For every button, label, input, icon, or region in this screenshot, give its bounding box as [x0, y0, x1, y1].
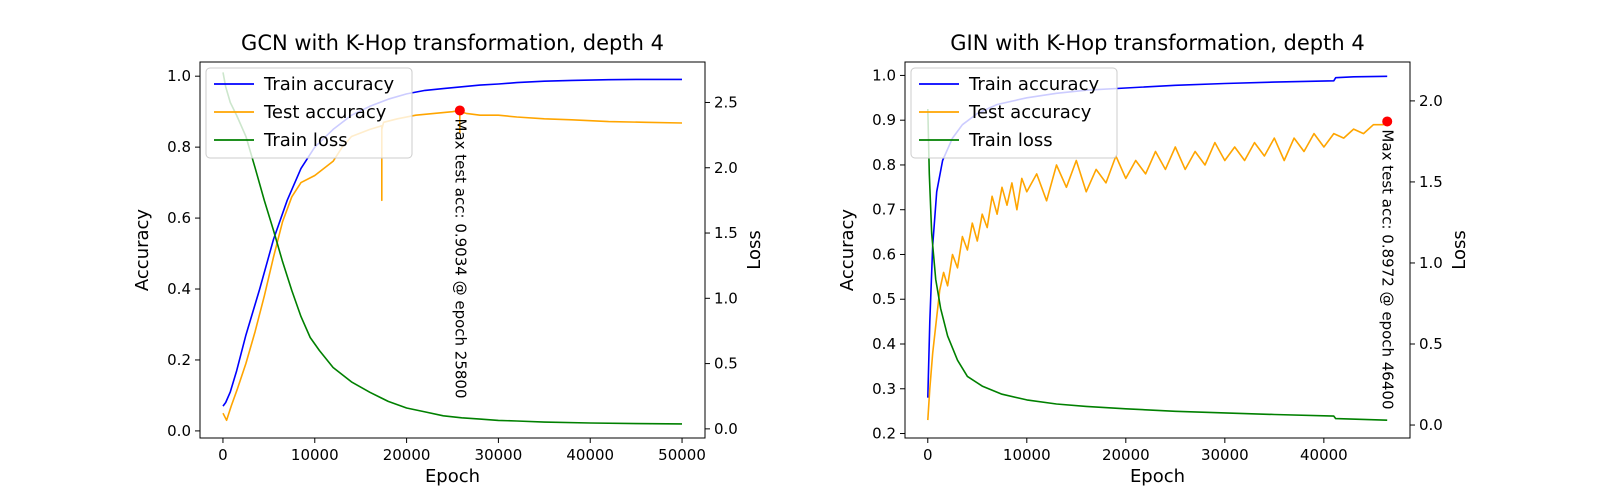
plot-frame — [904, 61, 1411, 439]
gcn-chart-panel: Max test acc: 0.9034 @ epoch 25800 0 10000… — [132, 31, 765, 487]
y-axis-label: Accuracy — [837, 209, 858, 292]
y-tick-label: 0.0 — [167, 422, 191, 440]
y-tick-label: 0.7 — [872, 201, 896, 219]
y-tick-label: 0.4 — [872, 335, 896, 353]
y2-axis-label: Loss — [744, 230, 765, 269]
y-tick-label: 0.2 — [167, 351, 191, 369]
y2-tick-label: 0.0 — [1419, 416, 1443, 434]
y-tick-label: 0.3 — [872, 380, 896, 398]
x-tick-label: 0 — [218, 446, 228, 464]
y-tick-label: 1.0 — [167, 67, 191, 85]
chart-title: GIN with K-Hop transformation, depth 4 — [950, 31, 1364, 55]
x-tick-label: 20000 — [383, 446, 431, 464]
x-axis-label: Epoch — [425, 466, 480, 487]
plot-frame — [199, 61, 706, 439]
y-tick-label: 1.0 — [872, 66, 896, 84]
y2-axis-label: Loss — [1449, 230, 1470, 269]
x-tick-label: 40000 — [566, 446, 614, 464]
y2-tick-label: 1.0 — [714, 289, 738, 307]
y2-tick-label: 2.0 — [1419, 92, 1443, 110]
y2-tick-label: 2.5 — [714, 93, 738, 111]
y-tick-label: 0.5 — [872, 290, 896, 308]
legend-label: Train accuracy — [968, 74, 1099, 95]
x-axis-label: Epoch — [1130, 466, 1185, 487]
legend-label: Train accuracy — [263, 74, 394, 95]
y2-tick-label: 1.0 — [1419, 254, 1443, 272]
x-tick-label: 40000 — [1300, 446, 1348, 464]
y2-tick-label: 0.5 — [714, 355, 738, 373]
x-tick-label: 30000 — [1201, 446, 1249, 464]
y2-tick-label: 0.5 — [1419, 335, 1443, 353]
y2-tick-label: 1.5 — [1419, 173, 1443, 191]
y2-tick-label: 0.0 — [714, 420, 738, 438]
series-line-train-loss — [927, 108, 1388, 421]
legend-box — [205, 67, 413, 159]
x-tick-label: 50000 — [658, 446, 706, 464]
y-tick-label: 0.4 — [167, 280, 191, 298]
y-tick-label: 0.6 — [872, 245, 896, 263]
y-tick-label: 0.8 — [167, 138, 191, 156]
x-tick-label: 30000 — [475, 446, 523, 464]
x-tick-label: 0 — [923, 446, 933, 464]
y2-tick-label: 2.0 — [714, 159, 738, 177]
x-tick-label: 10000 — [291, 446, 339, 464]
max-test-accuracy-marker — [454, 105, 465, 116]
chart-title: GCN with K-Hop transformation, depth 4 — [241, 31, 664, 55]
y2-tick-label: 1.5 — [714, 224, 738, 242]
max-test-accuracy-annotation: Max test acc: 0.8972 @ epoch 46400 — [1379, 129, 1397, 409]
series-line-test-accuracy — [927, 120, 1388, 421]
legend-label: Train loss — [968, 130, 1053, 151]
max-test-accuracy-marker — [1382, 116, 1393, 127]
y-tick-label: 0.2 — [872, 425, 896, 443]
legend-label: Test accuracy — [263, 102, 387, 123]
x-tick-label: 10000 — [1003, 446, 1051, 464]
y-tick-label: 0.9 — [872, 111, 896, 129]
x-tick-label: 20000 — [1102, 446, 1150, 464]
legend-label: Test accuracy — [968, 102, 1092, 123]
legend-label: Train loss — [263, 130, 348, 151]
series-line-test-accuracy — [222, 109, 683, 422]
y-tick-label: 0.8 — [872, 156, 896, 174]
max-test-accuracy-annotation: Max test acc: 0.9034 @ epoch 25800 — [451, 118, 469, 398]
y-tick-label: 0.6 — [167, 209, 191, 227]
gin-chart-panel: Max test acc: 0.8972 @ epoch 46400 0 10000… — [837, 31, 1470, 487]
y-axis-label: Accuracy — [132, 209, 153, 292]
legend-box — [910, 67, 1118, 159]
